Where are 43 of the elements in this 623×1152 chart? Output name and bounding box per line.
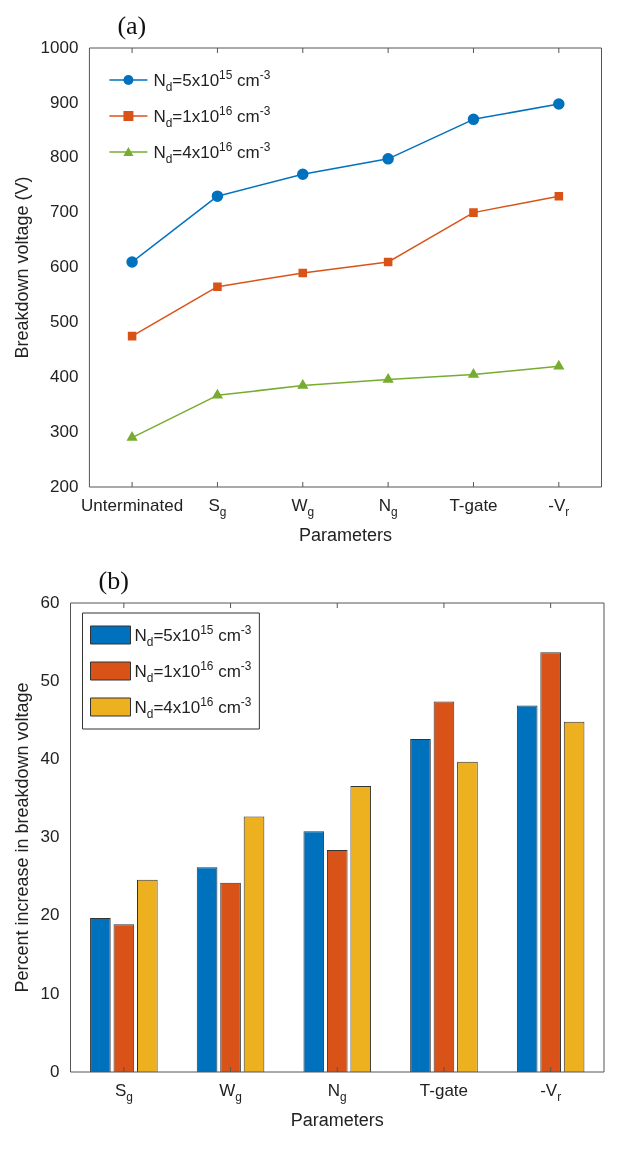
y-tick-label: 300 — [50, 421, 79, 441]
y-axis-title: Breakdown voltage (V) — [11, 176, 32, 359]
y-tick-label: 40 — [40, 749, 60, 769]
y-tick-label: 60 — [40, 592, 60, 612]
y-tick-label: 400 — [50, 366, 79, 386]
point — [383, 373, 394, 383]
point — [127, 431, 138, 441]
point — [553, 360, 564, 370]
point — [297, 379, 308, 389]
point — [553, 98, 565, 110]
chart-title: (a) — [117, 11, 147, 40]
y-tick-label: 0 — [50, 1061, 60, 1081]
y-tick-label: 200 — [50, 476, 79, 496]
y-tick-label: 20 — [40, 905, 60, 925]
point — [212, 389, 223, 399]
y-tick-label: 900 — [50, 92, 79, 112]
point — [297, 168, 309, 180]
y-tick-label: 600 — [50, 257, 79, 277]
y-tick-label: 500 — [50, 312, 79, 332]
y-tick-label: 50 — [40, 670, 60, 690]
point — [383, 257, 393, 267]
x-tick-label: T-gate — [449, 496, 498, 515]
point — [213, 282, 222, 291]
point — [382, 153, 394, 165]
x-tick-label: Unterminated — [81, 496, 184, 515]
point — [467, 113, 480, 126]
point — [469, 208, 478, 217]
chart-title: (b) — [98, 566, 129, 595]
x-axis-title: Parameters — [298, 525, 392, 545]
y-tick-label: 30 — [40, 827, 60, 847]
point — [127, 331, 137, 341]
x-axis-title: Parameters — [290, 1110, 384, 1130]
y-tick-label: 1000 — [40, 37, 79, 57]
point — [554, 191, 564, 201]
y-tick-label: 10 — [40, 983, 60, 1003]
x-tick-label: T-gate — [419, 1081, 469, 1100]
point — [126, 256, 138, 268]
y-tick-label: 800 — [50, 147, 79, 167]
point — [211, 190, 224, 202]
point — [298, 268, 308, 278]
point — [468, 368, 479, 378]
y-axis-title: Percent increase in breakdown voltage — [11, 682, 32, 993]
y-tick-label: 700 — [50, 202, 79, 222]
